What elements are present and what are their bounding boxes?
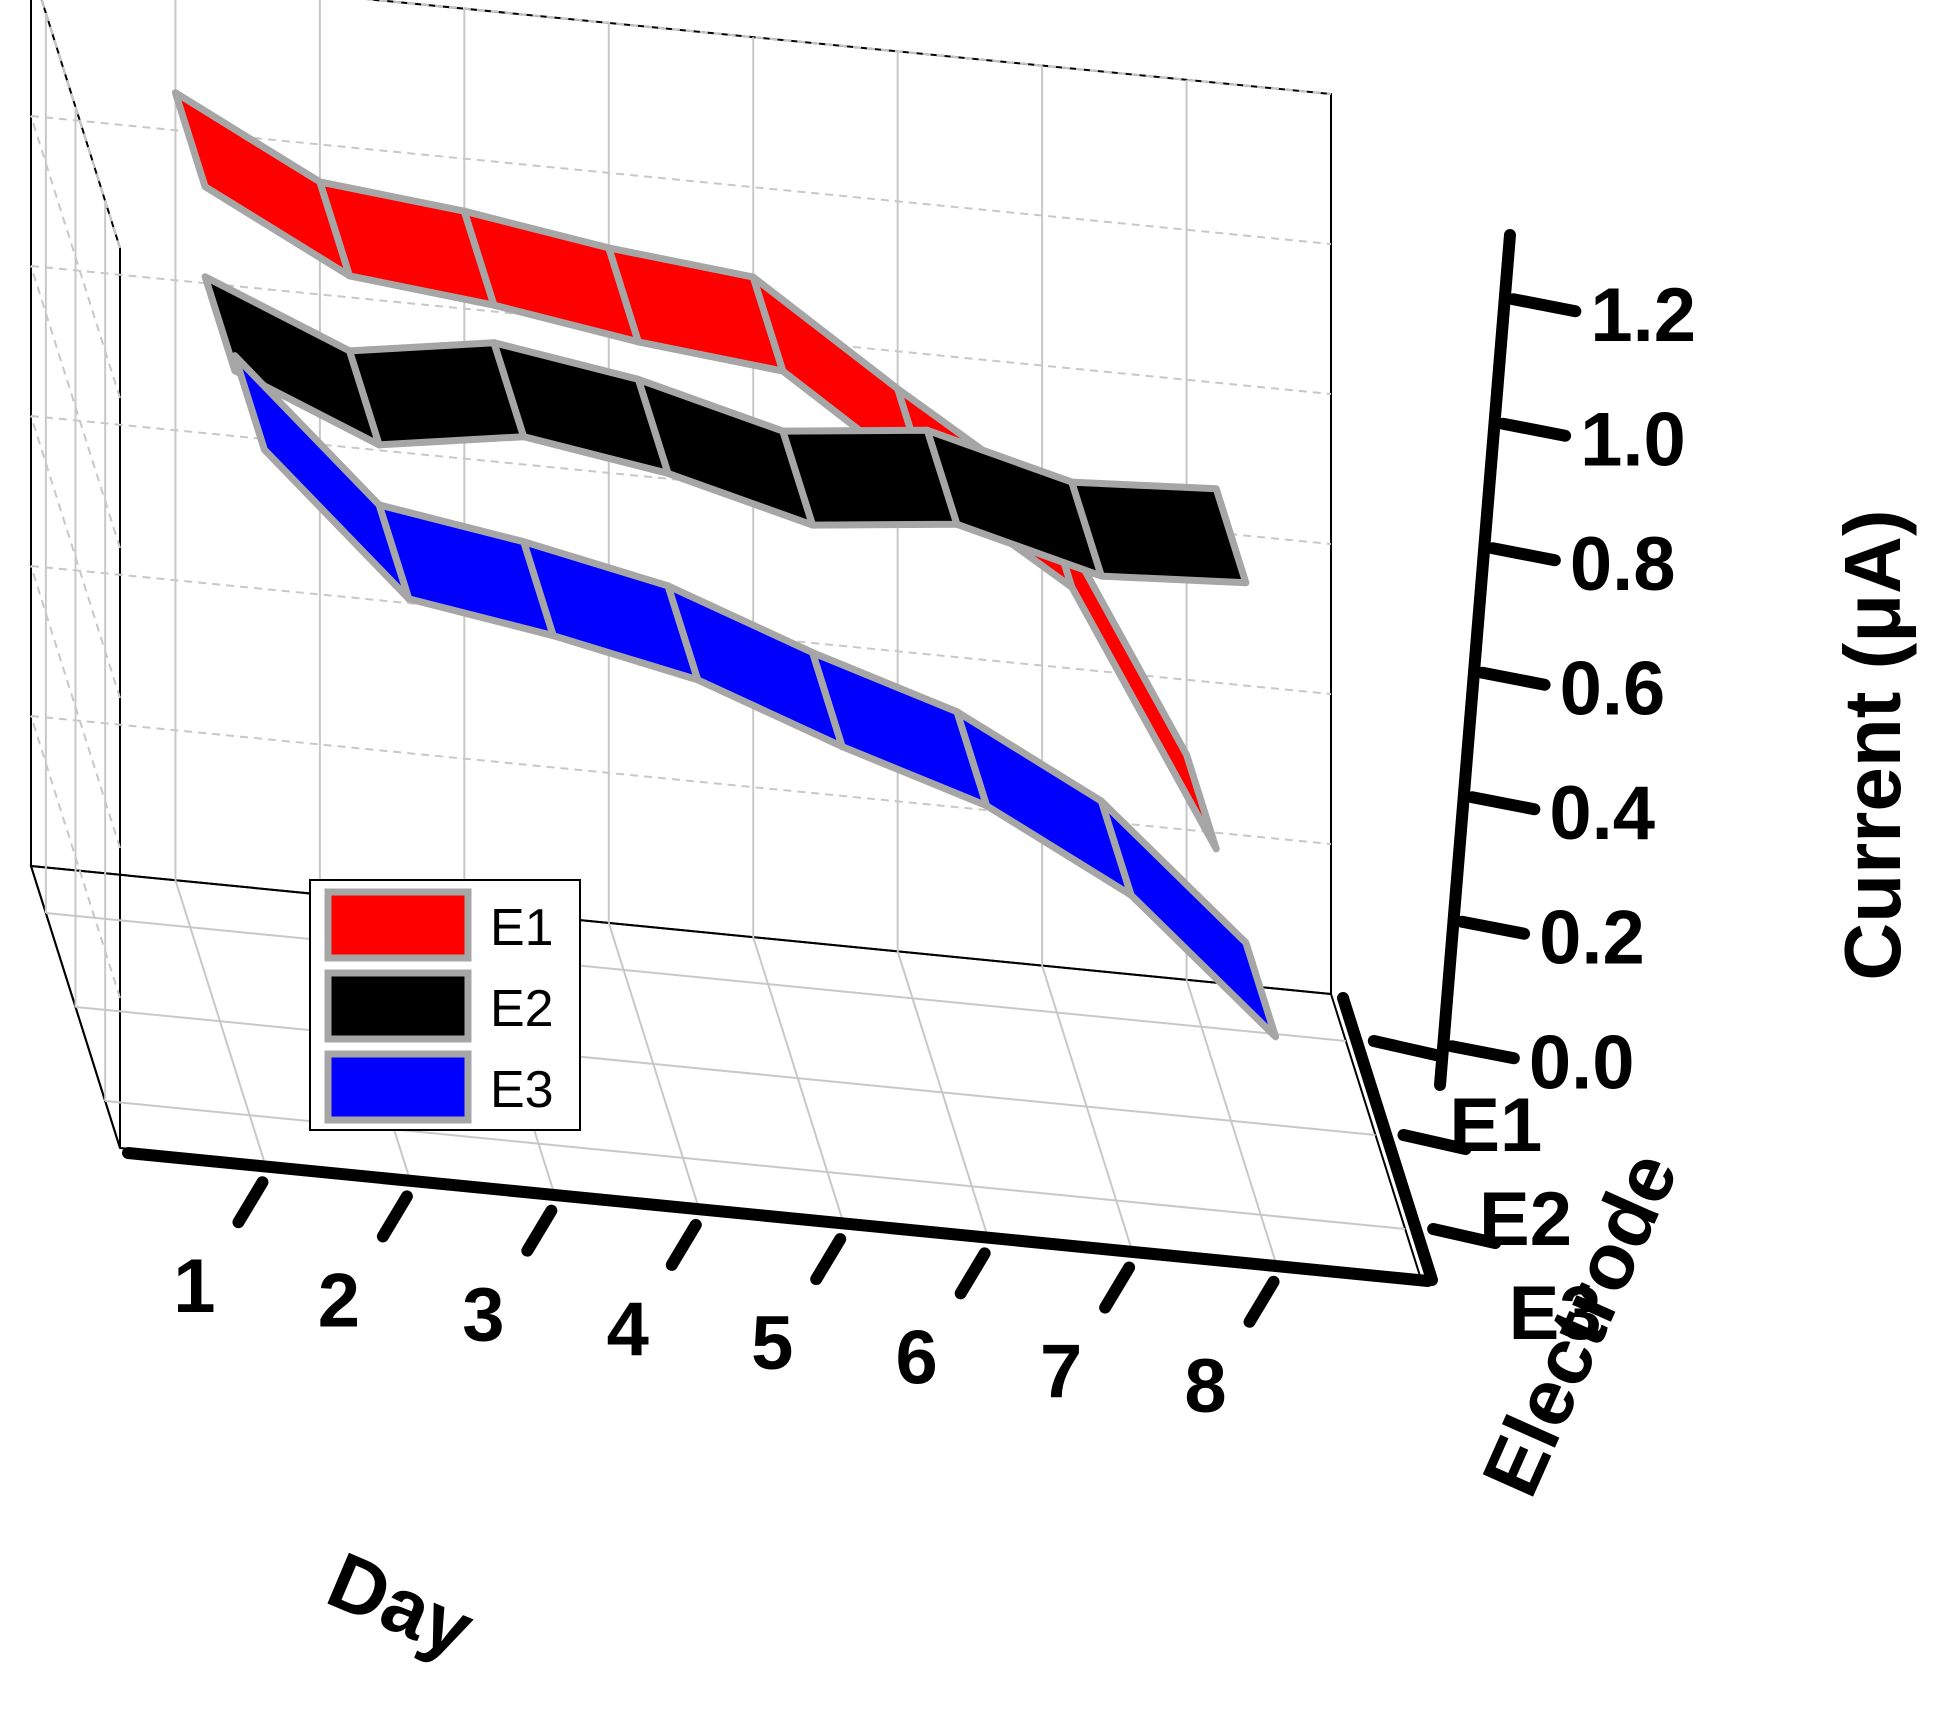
z-tick-label: 1.0	[1580, 398, 1686, 483]
x-tick	[1243, 1275, 1280, 1328]
legend-item-e3: E3	[324, 1050, 554, 1124]
ribbon-e1	[171, 89, 1220, 853]
chart-ribbons	[171, 89, 1280, 1041]
x-axis-title: Day	[316, 1535, 486, 1674]
chart-axes: 1 2 3 4 5 6 7 8 E1 E2 E3 0.0 0.2 0.4 0.6 0.8 1.0 1.2	[122, 229, 1696, 1429]
z-tick	[1507, 293, 1582, 318]
y-tick	[1427, 1223, 1502, 1249]
x-tick	[954, 1247, 991, 1300]
grid-floor-electrode	[75, 1006, 1376, 1136]
ribbon-e2	[201, 273, 1250, 587]
ribbon-segment	[490, 339, 672, 477]
y-tick-label: E3	[1509, 1271, 1602, 1356]
x-tick-label: 1	[173, 1244, 215, 1329]
z-tick-label: 1.2	[1590, 273, 1696, 358]
grid-left-horizontal	[30, 265, 121, 549]
x-tick-label: 7	[1040, 1330, 1082, 1415]
legend-item-e2: E2	[324, 969, 554, 1043]
z-axis-title: Current (μA)	[1828, 509, 1917, 980]
x-tick-label: 2	[318, 1258, 360, 1343]
grid-left-horizontal	[30, 565, 121, 849]
legend-swatch-e2	[324, 969, 472, 1043]
x-tick	[810, 1233, 847, 1286]
z-tick	[1445, 1040, 1520, 1065]
legend-label-e1: E1	[490, 899, 554, 957]
ribbon-segment	[460, 207, 642, 346]
ribbon-e3	[231, 352, 1280, 1041]
x-tick	[521, 1204, 558, 1257]
grid-left-horizontal	[40, 0, 121, 249]
z-tick-label: 0.8	[1570, 522, 1676, 607]
x-tick	[1099, 1261, 1136, 1314]
legend-swatch-e1	[324, 888, 472, 962]
grid-back-horizontal	[366, 0, 1332, 95]
z-tick-label: 0.0	[1529, 1020, 1635, 1105]
ribbon-segment	[605, 244, 787, 375]
y-axis-line	[1337, 992, 1438, 1286]
x-tick-label: 5	[751, 1301, 793, 1386]
legend-swatch-e3	[324, 1050, 472, 1124]
ribbon-segment	[1097, 797, 1280, 1041]
z-tick	[1476, 666, 1551, 691]
z-tick	[1486, 542, 1561, 567]
x-tick-label: 4	[607, 1287, 649, 1372]
grid-back-horizontal	[30, 265, 1332, 395]
legend-label-e3: E3	[490, 1061, 554, 1119]
grid-floor-electrode	[45, 912, 1346, 1042]
legend: E1 E2 E3	[309, 879, 581, 1131]
z-tick	[1497, 417, 1572, 442]
grid-left-horizontal	[30, 415, 121, 699]
ribbon-segment	[520, 538, 702, 684]
x-axis-line	[122, 1147, 1434, 1287]
legend-label-e2: E2	[490, 980, 554, 1038]
z-tick-label: 0.2	[1539, 896, 1645, 981]
x-tick-label: 6	[896, 1315, 938, 1400]
z-axis-line	[1434, 229, 1516, 1091]
z-tick-label: 0.6	[1560, 647, 1666, 732]
x-tick	[376, 1190, 413, 1243]
y-tick	[1397, 1129, 1472, 1155]
z-tick	[1456, 915, 1531, 940]
ribbon-segment	[1068, 478, 1250, 587]
y-tick-label: E2	[1479, 1177, 1572, 1262]
y-tick	[1367, 1035, 1442, 1061]
grid-back-horizontal	[30, 565, 1332, 695]
grid-back-horizontal	[30, 415, 1332, 545]
ribbon-segment	[316, 178, 498, 309]
grid-left-horizontal	[30, 115, 121, 399]
x-tick	[665, 1218, 702, 1271]
ribbon-segment	[375, 501, 557, 640]
z-tick-label: 0.4	[1549, 771, 1655, 856]
grid-back-horizontal	[30, 715, 1332, 845]
legend-item-e1: E1	[324, 888, 554, 962]
x-tick	[232, 1176, 269, 1229]
x-tick-label: 3	[462, 1273, 504, 1358]
grid-left-horizontal	[30, 715, 121, 999]
z-tick	[1466, 791, 1541, 816]
x-tick-label: 8	[1184, 1344, 1226, 1429]
